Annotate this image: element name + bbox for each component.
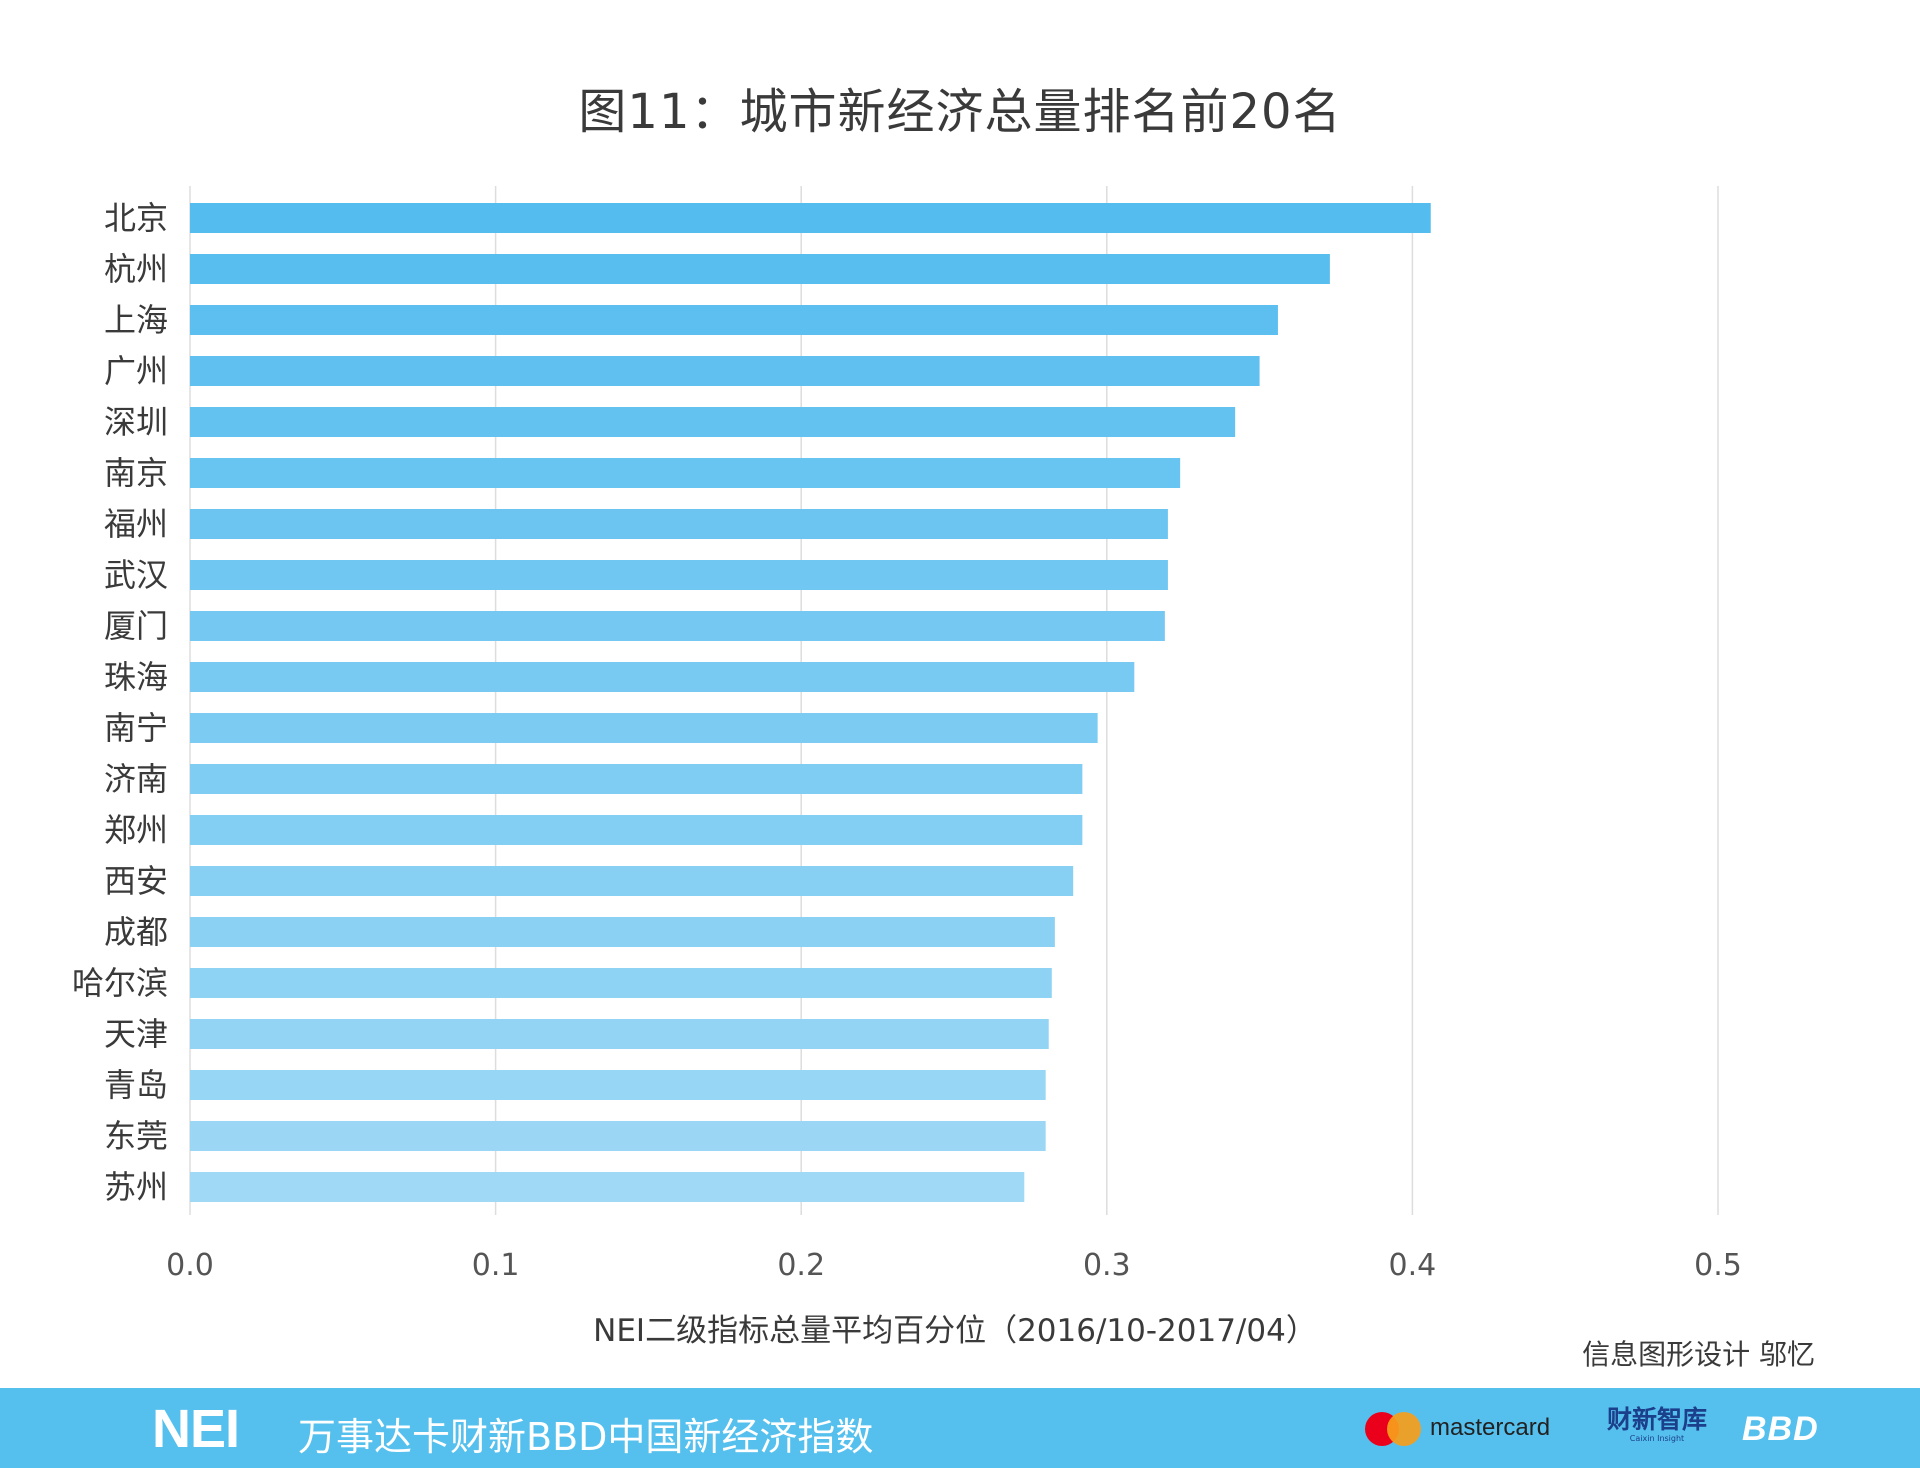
category-label: 广州: [104, 352, 168, 390]
bar-杭州: [190, 254, 1330, 284]
bar-天津: [190, 1019, 1049, 1049]
design-credit: 信息图形设计 邬忆: [1582, 1338, 1815, 1371]
bar-上海: [190, 305, 1278, 335]
category-label: 北京: [104, 199, 168, 237]
index-name: 万事达卡财新BBD中国新经济指数: [298, 1415, 874, 1459]
category-label: 青岛: [104, 1066, 168, 1104]
gridlines: [189, 186, 1719, 1215]
category-label: 东莞: [104, 1117, 168, 1155]
category-label: 南宁: [104, 709, 168, 747]
bar-东莞: [190, 1121, 1046, 1151]
x-tick-label: 0.2: [777, 1248, 825, 1283]
bar-西安: [190, 866, 1074, 896]
bar-福州: [190, 509, 1168, 539]
category-label: 厦门: [104, 607, 168, 645]
category-label: 西安: [104, 862, 168, 900]
category-label: 上海: [104, 301, 168, 339]
category-label: 成都: [104, 913, 168, 951]
category-label: 哈尔滨: [72, 964, 168, 1002]
category-label: 深圳: [104, 403, 168, 441]
bar-武汉: [190, 560, 1168, 590]
category-label: 济南: [104, 760, 168, 798]
bar-厦门: [190, 611, 1165, 641]
category-label: 苏州: [104, 1168, 168, 1206]
bar-成都: [190, 917, 1055, 947]
bar-南宁: [190, 713, 1098, 743]
mastercard-wordmark: mastercard: [1430, 1414, 1551, 1441]
category-labels: 北京杭州上海广州深圳南京福州武汉厦门珠海南宁济南郑州西安成都哈尔滨天津青岛东莞苏…: [72, 199, 168, 1206]
caixin-sub: Caixin Insight: [1629, 1434, 1685, 1443]
bar-郑州: [190, 815, 1083, 845]
category-label: 武汉: [104, 556, 168, 594]
bar-珠海: [190, 662, 1135, 692]
bar-哈尔滨: [190, 968, 1052, 998]
bars: [190, 203, 1431, 1202]
footer-bar: NEI 万事达卡财新BBD中国新经济指数 mastercard 财新智库 Cai…: [0, 1388, 1920, 1468]
mastercard-icon: [1365, 1412, 1421, 1446]
bar-广州: [190, 356, 1260, 386]
x-tick-label: 0.5: [1694, 1248, 1742, 1283]
bar-chart: 北京杭州上海广州深圳南京福州武汉厦门珠海南宁济南郑州西安成都哈尔滨天津青岛东莞苏…: [72, 186, 1742, 1283]
x-tick-label: 0.4: [1389, 1248, 1437, 1283]
category-label: 杭州: [104, 250, 168, 288]
bar-苏州: [190, 1172, 1025, 1202]
x-tick-labels: 0.0 0.1 0.2 0.3 0.4 0.5: [166, 1248, 1742, 1283]
bar-北京: [190, 203, 1431, 233]
category-label: 珠海: [104, 658, 168, 696]
caixin-insight-logo: 财新智库 Caixin Insight: [1602, 1406, 1712, 1444]
chart-title: 图11：城市新经济总量排名前20名: [578, 84, 1342, 140]
category-label: 天津: [104, 1015, 168, 1053]
bbd-logo: BBD: [1742, 1410, 1819, 1448]
bar-济南: [190, 764, 1083, 794]
x-axis-label: NEI二级指标总量平均百分位（2016/10-2017/04）: [593, 1313, 1317, 1349]
category-label: 郑州: [104, 811, 168, 849]
x-tick-label: 0.0: [166, 1248, 214, 1283]
bar-南京: [190, 458, 1181, 488]
nei-logo: NEI: [152, 1399, 240, 1459]
category-label: 南京: [104, 454, 168, 492]
bar-深圳: [190, 407, 1236, 437]
bar-青岛: [190, 1070, 1046, 1100]
x-tick-label: 0.3: [1083, 1248, 1131, 1283]
category-label: 福州: [104, 505, 168, 543]
caixin-name: 财新智库: [1606, 1405, 1707, 1434]
x-tick-label: 0.1: [472, 1248, 520, 1283]
